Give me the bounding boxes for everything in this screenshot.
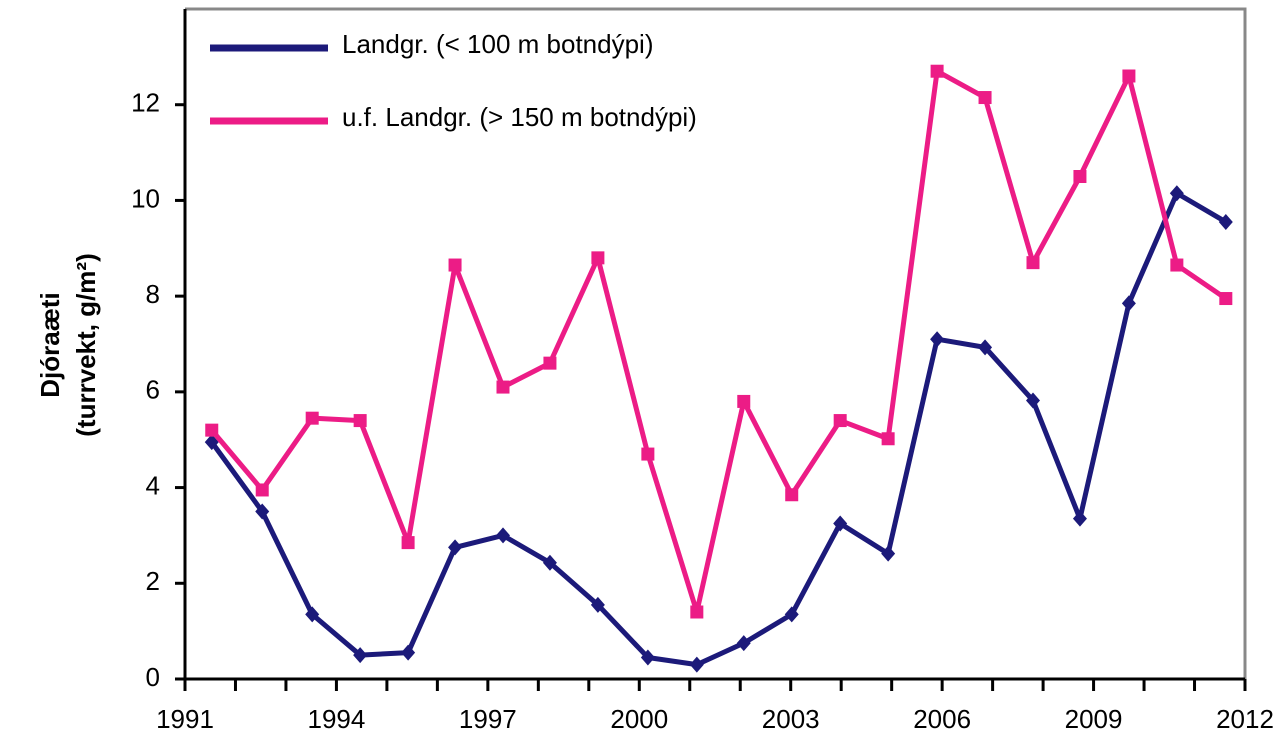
plot-frame bbox=[185, 7, 1247, 679]
point bbox=[448, 258, 462, 272]
y-tick-label: 8 bbox=[146, 279, 160, 309]
point bbox=[353, 414, 367, 428]
x-tick-label: 2003 bbox=[762, 704, 820, 734]
y-tick-label: 12 bbox=[131, 88, 160, 118]
x-tick-label: 2006 bbox=[913, 704, 971, 734]
point bbox=[305, 606, 320, 623]
point bbox=[930, 64, 944, 78]
y-tick-label: 2 bbox=[146, 566, 160, 596]
point bbox=[881, 545, 896, 562]
point bbox=[736, 635, 751, 652]
point bbox=[496, 527, 510, 544]
point bbox=[1121, 295, 1136, 312]
point bbox=[1072, 510, 1087, 527]
point bbox=[784, 606, 799, 623]
y-tick-label: 10 bbox=[131, 183, 160, 213]
point bbox=[833, 515, 848, 532]
point bbox=[641, 447, 655, 461]
point bbox=[590, 596, 605, 613]
point bbox=[1218, 213, 1233, 230]
series-line bbox=[209, 190, 1228, 668]
x-tick-label: 2012 bbox=[1216, 704, 1274, 734]
point bbox=[543, 356, 557, 370]
point bbox=[1026, 392, 1040, 409]
point bbox=[401, 644, 416, 661]
y-axis-title-line: Djóraæti bbox=[35, 292, 65, 397]
y-tick-label: 0 bbox=[146, 662, 160, 692]
legend-label: Landgr. (< 100 m botndýpi) bbox=[342, 29, 653, 59]
y-axis-title: Djóraæti (turrvekt, g/m²) bbox=[35, 253, 101, 436]
point bbox=[1219, 292, 1233, 306]
point bbox=[833, 414, 847, 428]
point bbox=[542, 554, 557, 571]
series-line bbox=[209, 68, 1228, 615]
point bbox=[205, 423, 219, 437]
point bbox=[401, 536, 415, 550]
point bbox=[978, 339, 993, 356]
x-tick-label: 2000 bbox=[610, 704, 668, 734]
x-tick-label: 1997 bbox=[459, 704, 517, 734]
point bbox=[305, 411, 319, 425]
point bbox=[448, 539, 463, 556]
y-tick-label: 6 bbox=[146, 375, 160, 405]
point bbox=[353, 647, 368, 664]
point bbox=[689, 656, 704, 673]
y-tick-label: 4 bbox=[146, 470, 160, 500]
legend-label: u.f. Landgr. (> 150 m botndýpi) bbox=[342, 102, 697, 132]
point bbox=[881, 432, 895, 446]
point bbox=[785, 488, 799, 502]
point bbox=[930, 331, 945, 348]
x-tick-label: 2009 bbox=[1065, 704, 1123, 734]
point bbox=[591, 251, 605, 265]
point bbox=[690, 605, 704, 619]
point bbox=[978, 91, 992, 105]
point bbox=[255, 503, 270, 520]
point bbox=[1026, 256, 1040, 270]
y-axis-title-line: (turrvekt, g/m²) bbox=[71, 253, 101, 436]
point bbox=[1170, 258, 1184, 272]
point bbox=[1169, 185, 1184, 202]
point bbox=[640, 649, 655, 666]
point bbox=[1122, 69, 1136, 83]
point bbox=[737, 394, 751, 408]
x-tick-label: 1994 bbox=[308, 704, 366, 734]
point bbox=[496, 380, 510, 394]
point bbox=[255, 483, 269, 497]
x-tick-label: 1991 bbox=[156, 704, 214, 734]
point bbox=[1073, 170, 1087, 183]
